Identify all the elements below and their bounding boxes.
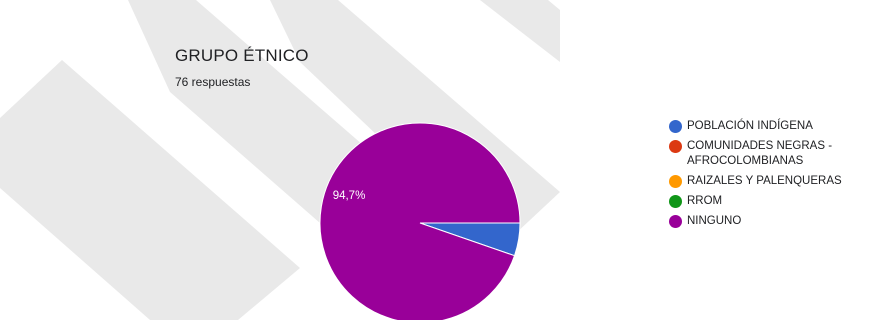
legend-swatch (669, 120, 682, 133)
legend-label: NINGUNO (687, 215, 742, 227)
legend-label: RAIZALES Y PALENQUERAS (687, 175, 842, 187)
legend-label: POBLACIÓN INDÍGENA (687, 120, 813, 132)
legend-label: RROM (687, 195, 723, 207)
legend-item-rrom[interactable]: RROM (667, 194, 871, 209)
legend-label-continued: AFROCOLOMBIANAS (687, 155, 804, 167)
legend-swatch (669, 175, 682, 188)
legend-swatch (669, 215, 682, 228)
legend-item-comunidades-negras[interactable]: COMUNIDADES NEGRAS - AFROCOLOMBIANAS (667, 139, 871, 169)
pie-data-label-ninguno: 94,7% (333, 190, 366, 202)
pie-slice-ninguno[interactable] (319, 122, 521, 320)
legend-item-poblacion-indigena[interactable]: POBLACIÓN INDÍGENA (667, 119, 871, 134)
legend-label: COMUNIDADES NEGRAS - (687, 140, 833, 152)
legend-swatch (669, 140, 682, 153)
legend-item-raizales-palenqueras[interactable]: RAIZALES Y PALENQUERAS (667, 174, 871, 189)
legend-item-ninguno[interactable]: NINGUNO (667, 214, 871, 229)
chart-title: GRUPO ÉTNICO (175, 46, 309, 65)
response-count: 76 respuestas (175, 75, 251, 89)
legend: POBLACIÓN INDÍGENA COMUNIDADES NEGRAS - … (667, 119, 871, 234)
legend-swatch (669, 195, 682, 208)
